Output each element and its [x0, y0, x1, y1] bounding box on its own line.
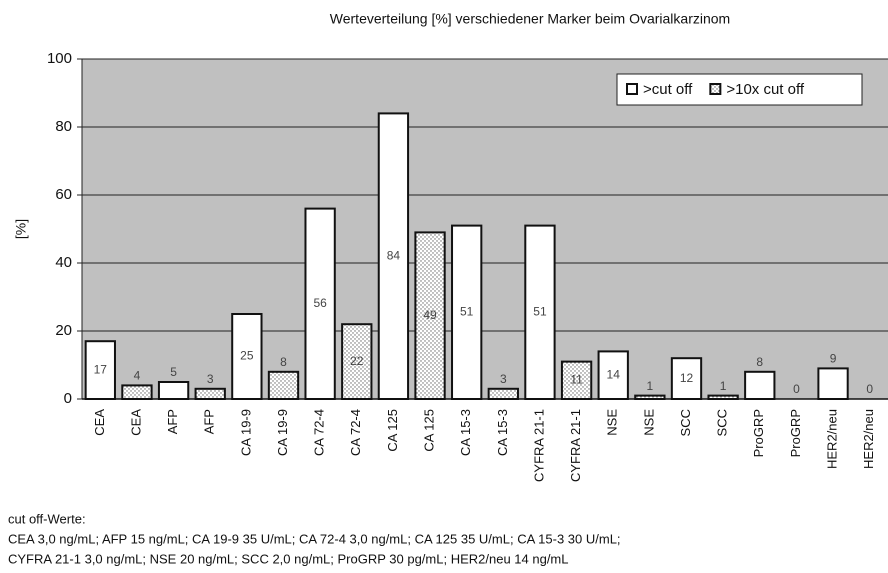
- data-label: 5: [170, 365, 177, 379]
- bar: [487, 387, 519, 400]
- data-label: 51: [533, 304, 547, 318]
- x-tick-label: CYFRA 21-1: [568, 409, 583, 482]
- y-tick-label: 20: [55, 322, 72, 339]
- x-tick-label: CA 15-3: [458, 409, 473, 456]
- x-tick-label: SCC: [678, 409, 693, 436]
- x-tick-label: HER2/neu: [861, 409, 876, 469]
- note: cut off-Werte:: [8, 511, 86, 526]
- bar: [157, 381, 190, 400]
- x-tick-label: CEA: [128, 409, 143, 436]
- bar: [670, 357, 703, 401]
- x-tick-label: AFP: [202, 409, 217, 434]
- x-tick-label: NSE: [641, 409, 656, 436]
- note: CEA 3,0 ng/mL; AFP 15 ng/mL; CA 19-9 35 …: [8, 531, 621, 546]
- chart-title: Werteverteilung [%] verschiedener Marker…: [330, 11, 730, 27]
- legend-swatch: [626, 83, 638, 95]
- data-label: 11: [570, 372, 583, 386]
- bar: [451, 224, 483, 400]
- x-tick-label: CYFRA 21-1: [531, 409, 546, 482]
- bar: [304, 207, 336, 400]
- bar: [524, 224, 556, 400]
- y-tick-label: 60: [55, 186, 72, 203]
- bar: [121, 384, 153, 400]
- x-tick-label: CA 19-9: [238, 409, 253, 456]
- legend-label: >10x cut off: [726, 81, 805, 98]
- data-label: 14: [607, 367, 621, 381]
- x-tick-label: SCC: [715, 409, 730, 436]
- x-tick-label: HER2/neu: [824, 409, 839, 469]
- x-tick-label: NSE: [605, 409, 620, 436]
- y-tick-label: 80: [55, 118, 72, 135]
- data-label: 56: [313, 296, 327, 310]
- x-tick-label: CA 15-3: [495, 409, 510, 456]
- data-label: 8: [756, 355, 763, 369]
- data-label: 49: [423, 308, 437, 322]
- data-label: 12: [680, 371, 694, 385]
- data-label: 3: [207, 372, 214, 386]
- data-label: 17: [94, 362, 108, 376]
- y-axis-label: [%]: [13, 219, 29, 239]
- data-label: 0: [793, 382, 800, 396]
- note: CYFRA 21-1 3,0 ng/mL; NSE 20 ng/mL; SCC …: [8, 551, 569, 566]
- y-tick-label: 40: [55, 254, 72, 271]
- x-tick-label: AFP: [165, 409, 180, 434]
- bar: [267, 370, 300, 400]
- x-tick-label: CEA: [92, 409, 107, 436]
- data-label: 8: [280, 355, 287, 369]
- data-label: 22: [350, 354, 364, 368]
- bar: [194, 387, 226, 400]
- bar: [817, 367, 849, 400]
- bar: [84, 340, 116, 401]
- x-tick-label: ProGRP: [751, 409, 766, 457]
- x-tick-label: CA 125: [421, 409, 436, 452]
- data-label: 84: [387, 248, 401, 262]
- x-tick-label: CA 19-9: [275, 409, 290, 456]
- bar: [744, 370, 776, 400]
- bar: [377, 112, 410, 401]
- data-label: 9: [830, 352, 837, 366]
- legend-label: >cut off: [643, 81, 693, 98]
- x-tick-label: CA 72-4: [312, 409, 327, 456]
- data-label: 3: [500, 372, 507, 386]
- legend-swatch: [709, 83, 722, 95]
- x-tick-label: CA 125: [385, 409, 400, 452]
- data-label: 4: [134, 369, 141, 383]
- data-label: 25: [240, 349, 254, 363]
- data-label: 1: [720, 379, 727, 393]
- data-label: 1: [647, 379, 654, 393]
- data-label: 51: [460, 304, 474, 318]
- data-label: 0: [866, 382, 873, 396]
- x-tick-label: ProGRP: [788, 409, 803, 457]
- y-tick-label: 0: [64, 390, 72, 407]
- legend-box: [616, 73, 863, 106]
- x-tick-label: CA 72-4: [348, 409, 363, 456]
- plot-area: [82, 59, 888, 399]
- y-tick-label: 100: [47, 50, 72, 67]
